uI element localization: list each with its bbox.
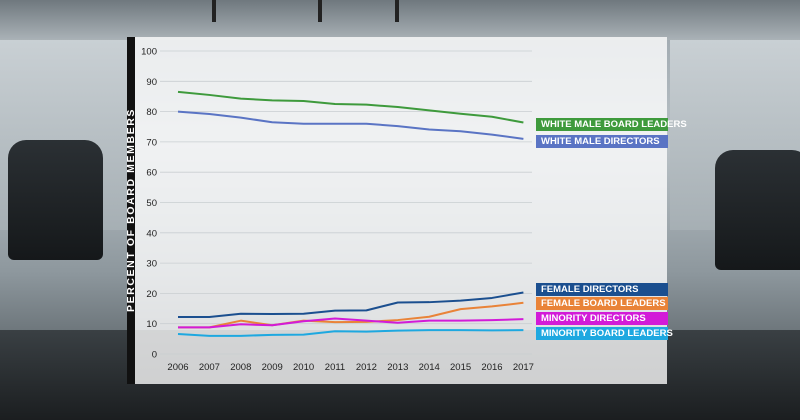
legend-entry: FEMALE DIRECTORS <box>536 283 668 296</box>
series-line-1 <box>177 90 524 124</box>
x-tick-label: 2014 <box>419 362 440 373</box>
x-tick-label: 2007 <box>199 362 220 373</box>
background-lamp <box>212 0 216 22</box>
y-tick-label: 10 <box>146 319 157 330</box>
y-tick-label: 40 <box>146 228 157 239</box>
x-tick-label: 2006 <box>167 362 188 373</box>
y-tick-label: 100 <box>141 47 157 58</box>
x-tick-label: 2013 <box>387 362 408 373</box>
chart-panel-edge <box>127 37 135 384</box>
legend-entry: MINORITY BOARD LEADERS <box>536 327 673 340</box>
x-tick-label: 2012 <box>356 362 377 373</box>
series-line-3 <box>178 291 524 319</box>
x-tick-label: 2015 <box>450 362 471 373</box>
series-line-2 <box>177 110 524 140</box>
y-tick-label: 80 <box>146 107 157 118</box>
series-line-6 <box>177 329 524 337</box>
background-ceiling <box>0 0 800 40</box>
y-tick-label: 60 <box>146 168 157 179</box>
y-tick-label: 30 <box>146 259 157 270</box>
y-tick-label: 0 <box>152 350 157 361</box>
legend-entry: WHITE MALE BOARD LEADERS <box>536 118 687 131</box>
x-tick-label: 2008 <box>230 362 251 373</box>
y-tick-label: 90 <box>146 77 157 88</box>
legend-entry: FEMALE BOARD LEADERS <box>536 297 668 310</box>
background-chair <box>715 150 800 270</box>
x-tick-label: 2009 <box>262 362 283 373</box>
x-tick-label: 2017 <box>513 362 534 373</box>
x-tick-label: 2010 <box>293 362 314 373</box>
y-tick-label: 50 <box>146 198 157 209</box>
background-lamp <box>318 0 322 22</box>
series-line-5 <box>178 317 524 329</box>
legend-entry: MINORITY DIRECTORS <box>536 312 668 325</box>
y-tick-label: 70 <box>146 137 157 148</box>
legend-entry: WHITE MALE DIRECTORS <box>536 135 668 148</box>
x-tick-label: 2011 <box>325 362 345 373</box>
x-tick-label: 2016 <box>481 362 502 373</box>
y-tick-label: 20 <box>146 289 157 300</box>
background-lamp <box>395 0 399 22</box>
background-chair <box>8 140 103 260</box>
series-line-4 <box>178 301 524 329</box>
